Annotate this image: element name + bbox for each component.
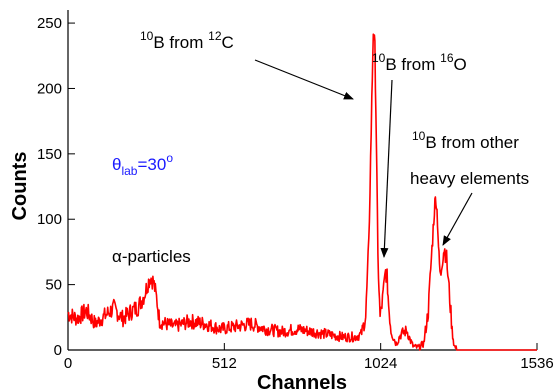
- annotation-b-from-heavy-line2: heavy elements: [410, 169, 529, 188]
- y-axis-title: Counts: [9, 152, 31, 221]
- x-tick-label: 0: [64, 355, 72, 372]
- x-tick-label: 1024: [364, 355, 397, 372]
- x-tick-label: 1536: [520, 355, 553, 372]
- annotation-b-from-heavy: 10B from other heavy elements: [410, 129, 529, 246]
- annotation-b-from-heavy-line1: 10B from other: [412, 129, 519, 152]
- x-tick-label: 512: [212, 355, 237, 372]
- y-tick-label: 150: [37, 146, 62, 163]
- y-tick-label: 100: [37, 211, 62, 228]
- spectrum-series-line: [67, 33, 538, 351]
- annotation-b-from-c12: 10B from 12C: [140, 29, 354, 100]
- y-tick-label: 200: [37, 80, 62, 97]
- y-tick-label: 50: [45, 277, 62, 294]
- annotation-b-from-c12-text: 10B from 12C: [140, 29, 234, 52]
- arrow-o16: [380, 79, 393, 258]
- arrow-heavy: [442, 192, 473, 246]
- y-tick-label: 250: [37, 15, 62, 32]
- annotation-alpha-particles: α-particles: [112, 247, 191, 266]
- ticks: 0 512 1024 1536 0 50 100 150 200 250: [37, 15, 554, 372]
- annotation-theta-lab: θlab=30o: [112, 151, 173, 178]
- arrow-c12: [254, 59, 354, 100]
- annotation-b-from-o16: 10B from 16O: [372, 51, 467, 258]
- y-tick-label: 0: [54, 342, 62, 359]
- x-axis-title: Channels: [257, 372, 347, 392]
- annotation-b-from-o16-text: 10B from 16O: [372, 51, 467, 74]
